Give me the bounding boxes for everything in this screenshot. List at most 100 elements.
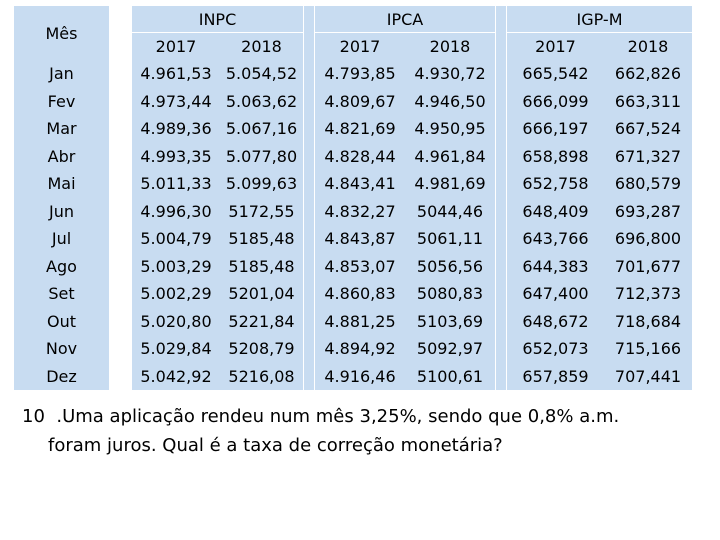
year-header: 2017 [507,33,604,60]
value-cell: 5172,55 [220,197,303,225]
value-cell: 5.063,62 [220,87,303,115]
value-cell: 4.832,27 [315,197,405,225]
table-row: Jul 5.004,79 5185,48 4.843,87 5061,11 643,766… [14,225,692,253]
value-cell: 4.916,46 [315,362,405,390]
value-cell: 5.003,29 [132,252,220,280]
value-cell: 667,524 [604,115,692,143]
question-number: 10 [22,406,45,427]
group-header-ipca: IPCA [315,6,495,33]
value-cell: 648,409 [507,197,604,225]
year-header: 2017 [132,33,220,60]
value-cell: 5.067,16 [220,115,303,143]
table-row: Dez 5.042,92 5216,08 4.916,46 5100,61 657,859… [14,362,692,390]
value-cell: 644,383 [507,252,604,280]
value-cell: 666,099 [507,87,604,115]
group-header-inpc: INPC [132,6,303,33]
month-cell: Jan [14,60,109,88]
value-cell: 4.996,30 [132,197,220,225]
value-cell: 5080,83 [405,280,495,308]
month-cell: Abr [14,142,109,170]
value-cell: 4.821,69 [315,115,405,143]
value-cell: 4.989,36 [132,115,220,143]
value-cell: 4.793,85 [315,60,405,88]
value-cell: 4.809,67 [315,87,405,115]
month-cell: Fev [14,87,109,115]
value-cell: 648,672 [507,307,604,335]
exercise-question: 10 .Uma aplicação rendeu num mês 3,25%, … [22,402,694,460]
value-cell: 4.894,92 [315,335,405,363]
value-cell: 4.961,84 [405,142,495,170]
value-cell: 4.828,44 [315,142,405,170]
month-cell: Ago [14,252,109,280]
year-header: 2017 [315,33,405,60]
table-row: Nov 5.029,84 5208,79 4.894,92 5092,97 652,073… [14,335,692,363]
value-cell: 657,859 [507,362,604,390]
value-cell: 5.029,84 [132,335,220,363]
table-row: Ago 5.003,29 5185,48 4.853,07 5056,56 644,383… [14,252,692,280]
value-cell: 4.950,95 [405,115,495,143]
table-row: Jan 4.961,53 5.054,52 4.793,85 4.930,72 665,5… [14,60,692,88]
value-cell: 5201,04 [220,280,303,308]
value-cell: 643,766 [507,225,604,253]
value-cell: 4.843,87 [315,225,405,253]
value-cell: 663,311 [604,87,692,115]
value-cell: 4.843,41 [315,170,405,198]
value-cell: 652,073 [507,335,604,363]
value-cell: 4.981,69 [405,170,495,198]
value-cell: 666,197 [507,115,604,143]
value-cell: 5.099,63 [220,170,303,198]
question-line-2: foram juros. Qual é a taxa de correção m… [48,435,503,456]
value-cell: 671,327 [604,142,692,170]
month-cell: Set [14,280,109,308]
value-cell: 4.993,35 [132,142,220,170]
value-cell: 5.054,52 [220,60,303,88]
month-cell: Nov [14,335,109,363]
value-cell: 5221,84 [220,307,303,335]
value-cell: 652,758 [507,170,604,198]
value-cell: 5044,46 [405,197,495,225]
value-cell: 5056,56 [405,252,495,280]
value-cell: 4.930,72 [405,60,495,88]
value-cell: 5185,48 [220,252,303,280]
value-cell: 4.961,53 [132,60,220,88]
value-cell: 5.002,29 [132,280,220,308]
table-row: Mar 4.989,36 5.067,16 4.821,69 4.950,95 666,1… [14,115,692,143]
value-cell: 4.973,44 [132,87,220,115]
group-header-igpm: IGP-M [507,6,692,33]
table-row: Out 5.020,80 5221,84 4.881,25 5103,69 648,672… [14,307,692,335]
value-cell: 696,800 [604,225,692,253]
table-row: Jun 4.996,30 5172,55 4.832,27 5044,46 648,409… [14,197,692,225]
table-row: Fev 4.973,44 5.063,62 4.809,67 4.946,50 666,0… [14,87,692,115]
table-year-header-row: 2017 2018 2017 2018 2017 2018 [14,33,692,60]
value-cell: 662,826 [604,60,692,88]
value-cell: 712,373 [604,280,692,308]
value-cell: 5100,61 [405,362,495,390]
value-cell: 680,579 [604,170,692,198]
value-cell: 5.011,33 [132,170,220,198]
month-cell: Dez [14,362,109,390]
value-cell: 5.020,80 [132,307,220,335]
year-header: 2018 [220,33,303,60]
value-cell: 715,166 [604,335,692,363]
value-cell: 718,684 [604,307,692,335]
value-cell: 5.042,92 [132,362,220,390]
table-row: Mai 5.011,33 5.099,63 4.843,41 4.981,69 652,7… [14,170,692,198]
value-cell: 647,400 [507,280,604,308]
table-row: Abr 4.993,35 5.077,80 4.828,44 4.961,84 658,8… [14,142,692,170]
value-cell: 658,898 [507,142,604,170]
month-cell: Jul [14,225,109,253]
year-header: 2018 [405,33,495,60]
value-cell: 5.004,79 [132,225,220,253]
value-cell: 5092,97 [405,335,495,363]
value-cell: 693,287 [604,197,692,225]
value-cell: 5.077,80 [220,142,303,170]
inflation-index-table: Mês INPC IPCA IGP-M 2017 2018 2017 2018 … [14,6,692,390]
value-cell: 707,441 [604,362,692,390]
month-cell: Mar [14,115,109,143]
value-cell: 4.860,83 [315,280,405,308]
value-cell: 5216,08 [220,362,303,390]
value-cell: 5103,69 [405,307,495,335]
value-cell: 4.946,50 [405,87,495,115]
table-group-header-row: Mês INPC IPCA IGP-M [14,6,692,390]
value-cell: 4.881,25 [315,307,405,335]
